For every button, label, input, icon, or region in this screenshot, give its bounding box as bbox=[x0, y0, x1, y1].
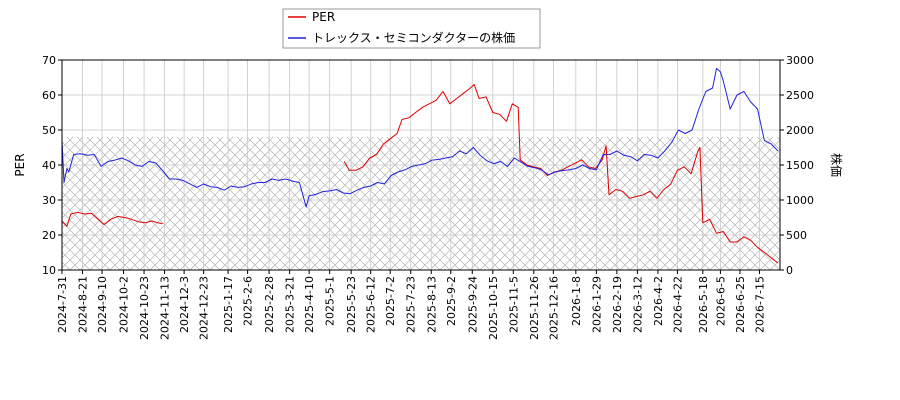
x-tick-label: 2025-6-12 bbox=[365, 276, 378, 333]
x-tick-label: 2025-12-16 bbox=[547, 276, 560, 340]
left-tick-label: 70 bbox=[42, 54, 56, 67]
right-axis-label: 株価 bbox=[829, 153, 844, 177]
series-layer bbox=[62, 67, 779, 264]
legend: PER トレックス・セミコンダクターの株価 bbox=[282, 8, 541, 49]
legend-label-stock-price: トレックス・セミコンダクターの株価 bbox=[312, 30, 515, 45]
series-line-stock-price bbox=[62, 67, 779, 208]
legend-box bbox=[282, 8, 541, 49]
right-tick-label: 0 bbox=[786, 264, 793, 277]
x-tick-label: 2026-4-22 bbox=[671, 276, 684, 333]
x-tick-label: 2025-7-2 bbox=[384, 276, 397, 326]
x-tick-label: 2024-7-31 bbox=[56, 276, 69, 333]
x-tick-label: 2024-10-2 bbox=[118, 276, 131, 333]
x-tick-label: 2026-1-8 bbox=[570, 276, 583, 326]
x-tick-label: 2026-2-19 bbox=[611, 276, 624, 333]
x-tick-label: 2025-4-10 bbox=[303, 276, 316, 333]
x-tick-label: 2026-3-12 bbox=[631, 276, 644, 333]
left-tick-label: 40 bbox=[42, 159, 56, 172]
x-tick-label: 2026-4-2 bbox=[652, 276, 665, 326]
x-tick-label: 2025-1-17 bbox=[222, 276, 235, 333]
x-tick-label: 2025-5-1 bbox=[324, 276, 337, 326]
x-tick-label: 2025-2-28 bbox=[263, 276, 276, 333]
x-tick-label: 2026-5-18 bbox=[697, 276, 710, 333]
x-tick-label: 2026-6-5 bbox=[714, 276, 727, 326]
x-tick-label: 2025-11-5 bbox=[507, 276, 520, 333]
x-tick-label: 2025-3-21 bbox=[284, 276, 297, 333]
x-tick-label: 2026-7-15 bbox=[753, 276, 766, 333]
x-tick-label: 2026-1-29 bbox=[590, 276, 603, 333]
right-tick-label: 2500 bbox=[786, 89, 814, 102]
right-tick-label: 2000 bbox=[786, 124, 814, 137]
x-tick-label: 2025-7-23 bbox=[405, 276, 418, 333]
left-tick-label: 10 bbox=[42, 264, 56, 277]
x-tick-label: 2024-12-3 bbox=[178, 276, 191, 333]
right-axis-ticks: 0 500 1000 1500 2000 2500 3000 bbox=[780, 54, 814, 277]
x-tick-label: 2025-10-15 bbox=[487, 276, 500, 340]
x-axis-ticks: 2024-7-31 2024-8-21 2024-9-10 2024-10-2 2024… bbox=[56, 270, 766, 340]
x-tick-label: 2025-9-2 bbox=[445, 276, 458, 326]
x-tick-label: 2025-2-6 bbox=[242, 276, 255, 326]
left-tick-label: 20 bbox=[42, 229, 56, 242]
x-tick-label: 2024-11-13 bbox=[159, 276, 172, 340]
right-tick-label: 1000 bbox=[786, 194, 814, 207]
right-tick-label: 1500 bbox=[786, 159, 814, 172]
x-tick-label: 2025-5-23 bbox=[345, 276, 358, 333]
legend-label-per: PER bbox=[312, 10, 335, 24]
x-tick-label: 2026-6-25 bbox=[734, 276, 747, 333]
x-tick-label: 2024-9-10 bbox=[96, 276, 109, 333]
right-tick-label: 500 bbox=[786, 229, 807, 242]
shaded-band-rect bbox=[62, 137, 780, 270]
x-tick-label: 2025-9-24 bbox=[466, 276, 479, 333]
left-tick-label: 50 bbox=[42, 124, 56, 137]
x-tick-label: 2024-10-23 bbox=[138, 276, 151, 340]
left-axis-label: PER bbox=[13, 153, 27, 176]
x-tick-label: 2024-12-23 bbox=[198, 276, 211, 340]
series-line-per bbox=[62, 211, 163, 227]
x-tick-label: 2025-8-13 bbox=[425, 276, 438, 333]
x-tick-label: 2025-11-26 bbox=[528, 276, 541, 340]
left-tick-label: 60 bbox=[42, 89, 56, 102]
right-tick-label: 3000 bbox=[786, 54, 814, 67]
grid bbox=[61, 59, 780, 271]
left-axis-ticks: 10 20 30 40 50 60 70 bbox=[42, 54, 62, 277]
left-tick-label: 30 bbox=[42, 194, 56, 207]
shaded-band bbox=[62, 137, 780, 270]
x-tick-label: 2024-8-21 bbox=[77, 276, 90, 333]
